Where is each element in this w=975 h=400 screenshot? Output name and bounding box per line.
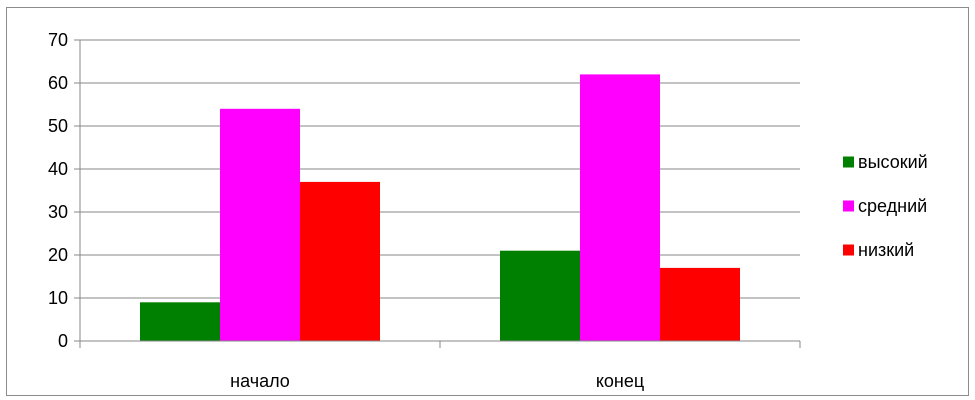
y-tick-label: 70 <box>48 30 68 50</box>
y-tick-label: 20 <box>48 245 68 265</box>
bar-низкий-начало <box>300 181 380 341</box>
y-tick-label: 40 <box>48 159 68 179</box>
bar-средний-начало <box>220 108 300 341</box>
bars <box>140 74 740 342</box>
y-tick-labels: 0 10 20 30 40 50 60 70 <box>48 30 68 351</box>
y-tick-label: 50 <box>48 116 68 136</box>
y-tick-label: 60 <box>48 73 68 93</box>
legend-label: средний <box>858 196 927 216</box>
legend-swatch-высокий <box>843 156 854 168</box>
bar-высокий-начало <box>140 302 220 341</box>
x-tick-label: начало <box>230 371 290 391</box>
x-tick-labels: начало конец <box>230 371 644 391</box>
x-tick-label: конец <box>596 371 644 391</box>
legend: высокий средний низкий <box>843 152 928 260</box>
legend-swatch-средний <box>843 200 854 212</box>
legend-label: низкий <box>858 240 914 260</box>
legend-swatch-низкий <box>843 244 854 256</box>
y-tick-label: 30 <box>48 202 68 222</box>
y-tick-label: 0 <box>58 331 68 351</box>
bar-высокий-конец <box>500 250 580 341</box>
axes <box>74 39 801 348</box>
bar-средний-конец <box>580 74 660 342</box>
legend-label: высокий <box>858 152 928 172</box>
bar-низкий-конец <box>660 267 740 341</box>
gridlines <box>80 39 800 299</box>
y-tick-label: 10 <box>48 288 68 308</box>
